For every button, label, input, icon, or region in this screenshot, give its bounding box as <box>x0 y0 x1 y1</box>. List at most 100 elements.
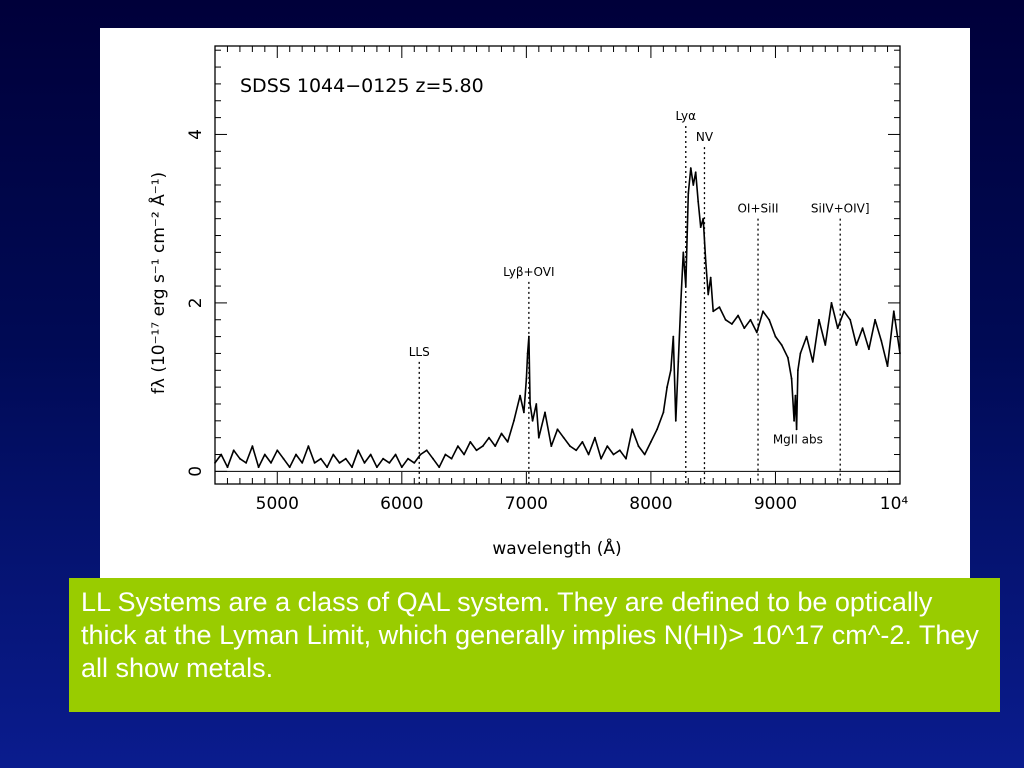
spectrum-point <box>843 310 845 313</box>
spectrum-point <box>320 457 322 460</box>
spectrum-point <box>790 377 793 380</box>
spectrum-point <box>550 445 553 447</box>
spectrum-point <box>232 449 235 452</box>
spectrum-point <box>463 453 465 456</box>
x-tick-label: 6000 <box>380 494 423 514</box>
spectrum-point <box>562 436 565 439</box>
spectrum-point <box>569 445 571 447</box>
spectrum-point <box>537 436 540 439</box>
spectrum-point <box>762 310 764 313</box>
y-tick-label: 4 <box>186 129 206 140</box>
spectrum-point <box>525 377 528 380</box>
spectrum-point <box>631 428 634 431</box>
spectrum-point <box>795 428 798 431</box>
spectrum-point <box>794 394 797 397</box>
spectrum-point <box>805 335 808 338</box>
spectrum-point <box>481 445 484 447</box>
spectrum-point <box>535 403 538 405</box>
spectrum-point <box>707 293 710 296</box>
spectrum-point <box>687 192 690 195</box>
spectrum-point <box>666 386 668 388</box>
spectrum-point <box>494 445 497 447</box>
spectrum-point <box>400 466 403 469</box>
spectrum-point <box>830 302 833 304</box>
spectrum-point <box>672 335 675 338</box>
spectrum-point <box>594 436 596 439</box>
spectrum-point <box>432 457 434 460</box>
spectrum-point <box>780 344 783 346</box>
spectrum-point <box>836 327 839 330</box>
spectrum-point <box>357 449 360 452</box>
spectrum-point <box>618 449 621 452</box>
caption-text: LL Systems are a class of QAL system. Th… <box>81 587 979 683</box>
spectrum-point <box>419 453 422 456</box>
spectrum-point <box>313 462 316 464</box>
x-tick-label: 7000 <box>505 494 548 514</box>
spectrum-point <box>500 432 503 435</box>
spectrum-point <box>874 318 876 321</box>
spectrum-point <box>344 457 347 460</box>
object-label: SDSS 1044−0125 z=5.80 <box>240 75 484 97</box>
spectrum-point <box>749 318 752 321</box>
spectrum-point <box>625 457 627 460</box>
spectrum-point <box>251 445 254 447</box>
spectrum-point <box>709 276 712 279</box>
spectrum-point <box>600 457 602 460</box>
spectrum-point <box>425 449 428 452</box>
spectrum-point <box>669 369 672 372</box>
x-tick-label: 8000 <box>629 494 672 514</box>
spectrum-point <box>529 403 531 405</box>
spectrum-point <box>450 457 453 460</box>
spectrum-point <box>469 441 472 443</box>
spectrum-point <box>702 217 705 220</box>
spectrum-point <box>793 419 795 422</box>
y-axis-label: fλ (10⁻¹⁷ erg s⁻¹ cm⁻² Å⁻¹) <box>147 172 169 394</box>
spectrum-trace-0 <box>214 167 901 469</box>
spectrum-point <box>475 449 478 452</box>
spectrum-point <box>245 462 248 464</box>
spectrum-point <box>413 462 416 464</box>
spectrum-point <box>712 310 715 313</box>
spectrum-point <box>886 365 889 367</box>
spectrum-point <box>301 462 304 464</box>
spectrum-point <box>531 419 534 422</box>
spectrum-point <box>575 449 578 452</box>
spectrum-point <box>332 453 335 456</box>
x-tick-label: 10⁴ <box>880 494 909 514</box>
spectrum-point <box>697 200 700 203</box>
spectrum-point <box>797 369 799 372</box>
spectrum-point <box>270 462 272 464</box>
spectrum-point <box>581 441 584 443</box>
spectrum-point <box>444 453 447 456</box>
spectrum-point <box>407 457 409 460</box>
spectrum-point <box>513 419 515 422</box>
plot-frame <box>214 45 901 485</box>
spectrum-point <box>438 466 441 469</box>
y-tick-label: 2 <box>186 297 206 308</box>
spectrum-point <box>724 318 727 321</box>
spectrum-point <box>276 449 279 452</box>
spectrum-point <box>488 436 490 439</box>
spectrum-point <box>880 339 883 342</box>
marker-label-oi-siii: OI+SiII <box>737 202 778 216</box>
spectrum-point <box>737 314 739 317</box>
spectrum-point <box>288 466 291 469</box>
spectrum-point <box>382 457 384 460</box>
spectrum-point <box>295 453 297 456</box>
spectrum-point <box>523 411 525 414</box>
spectrum-point <box>677 361 680 363</box>
spectrum-point <box>282 457 285 460</box>
spectrum-point <box>704 259 707 262</box>
marker-label-lls: LLS <box>409 345 430 359</box>
spectrum-point <box>682 251 685 254</box>
spectrum-point <box>774 335 777 338</box>
spectrum-point <box>699 226 702 229</box>
spectrum-plot: LLS Lyβ+OVI Lyα NV OI+SiII SiIV+OIV] MgII abs … <box>100 28 970 580</box>
spectrum-point <box>755 331 758 334</box>
marker-label-ly-ovi: Lyβ+OVI <box>503 265 554 279</box>
spectrum-point <box>351 466 353 469</box>
spectrum-point <box>718 306 721 308</box>
spectrum-point <box>606 445 609 447</box>
spectrum-point <box>612 453 615 456</box>
spectrum-point <box>376 466 378 469</box>
